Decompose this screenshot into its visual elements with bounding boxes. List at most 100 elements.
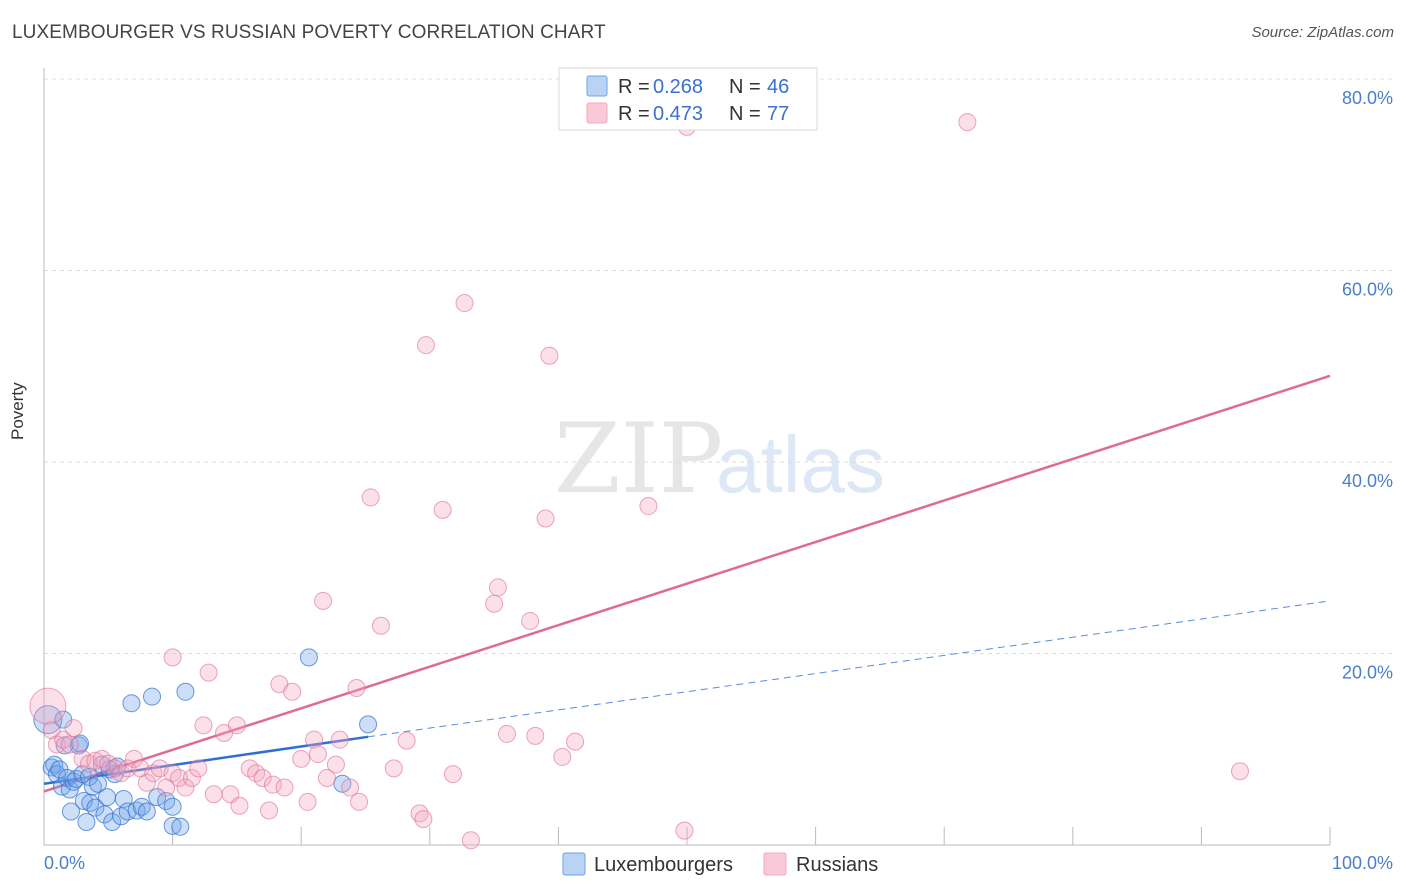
russians-point-64 [488, 578, 507, 597]
russians-point-0 [29, 687, 67, 725]
bottom-legend-label-luxembourgers: Luxembourgers [594, 854, 733, 876]
legend-n-value-2: 77 [767, 103, 789, 125]
x-tick-label-1: 100.0% [1332, 853, 1393, 873]
bottom-legend-label-russians: Russians [796, 854, 878, 876]
legend-r-value-2: 0.473 [653, 103, 703, 125]
luxembourgers-point-41 [163, 816, 182, 835]
zipatlas-watermark: ZIP atlas [554, 403, 885, 515]
y-tick-label-0: 20.0% [1342, 663, 1393, 683]
legend-r-value-1: 0.268 [653, 76, 703, 98]
bottom-legend-swatch-russians [763, 852, 787, 876]
russians-point-1 [42, 721, 61, 740]
russians-point-68 [536, 509, 555, 528]
russians-point-13 [118, 759, 137, 778]
watermark-zip: ZIP [554, 403, 723, 515]
russians-point-25 [189, 759, 208, 778]
russians-point-35 [253, 768, 272, 787]
luxembourgers-point-37 [143, 687, 162, 706]
legend-n-label-2: N = [729, 103, 761, 125]
legend-swatch-russians [586, 102, 608, 124]
russians-point-51 [350, 792, 369, 811]
x-tick-label-0: 0.0% [44, 853, 85, 873]
russians-point-4 [60, 735, 79, 754]
legend: R = 0.268 N = 46 R = 0.473 N = 77 [558, 67, 818, 131]
luxembourgers-point-40 [163, 797, 182, 816]
y-tick-label-2: 60.0% [1342, 280, 1393, 300]
russians-point-75 [958, 113, 977, 132]
legend-r-label-1: R = [618, 76, 650, 98]
luxembourgers-point-38 [148, 788, 167, 807]
grid-lines [44, 78, 1392, 654]
russians-point-73 [675, 821, 694, 840]
russians-point-43 [305, 730, 324, 749]
russians-point-47 [326, 755, 345, 774]
bottom-legend: Luxembourgers Russians [562, 852, 878, 876]
russians-point-53 [371, 616, 390, 635]
luxembourgers-point-7 [55, 736, 74, 755]
luxembourgers-point-10 [62, 802, 81, 821]
legend-r-label-2: R = [618, 103, 650, 125]
luxembourgers-point-20 [83, 777, 102, 796]
russians-point-65 [497, 724, 516, 743]
luxembourgers-point-44 [299, 648, 318, 667]
luxembourgers-point-46 [359, 715, 378, 734]
bottom-legend-swatch-luxembourgers [562, 852, 586, 876]
russians-point-67 [526, 726, 545, 745]
luxembourgers-point-43 [176, 682, 195, 701]
luxembourgers-point-35 [132, 797, 151, 816]
russians-point-41 [292, 749, 311, 768]
y-tick-labels: 20.0% 40.0% 60.0% 80.0% [1342, 88, 1393, 683]
russians-point-45 [314, 591, 333, 610]
russians-point-55 [397, 731, 416, 750]
russians-point-36 [260, 801, 279, 820]
russians-point-54 [384, 759, 403, 778]
russians-point-27 [199, 663, 218, 682]
luxembourgers-point-0 [33, 705, 63, 735]
legend-swatch-luxembourgers [586, 75, 608, 97]
chart-title: LUXEMBOURGER VS RUSSIAN POVERTY CORRELAT… [12, 22, 606, 43]
russians-point-24 [182, 768, 201, 787]
luxembourgers-point-21 [86, 798, 105, 817]
russians-point-61 [455, 294, 474, 313]
russians-point-42 [298, 792, 317, 811]
russians-point-32 [230, 796, 249, 815]
legend-n-value-1: 46 [767, 76, 789, 98]
legend-n-label-1: N = [729, 76, 761, 98]
x-tick-labels: 0.0% 100.0% [44, 853, 1393, 873]
russians-point-31 [227, 716, 246, 735]
luxembourgers-point-27 [103, 813, 122, 832]
chart-source: Source: ZipAtlas.com [1251, 24, 1394, 41]
axes [43, 68, 1331, 846]
russians-point-60 [443, 765, 462, 784]
luxembourgers-point-16 [74, 791, 93, 810]
russians-point-46 [317, 768, 336, 787]
russians-point-72 [639, 497, 658, 516]
luxembourgers-point-14 [71, 734, 90, 753]
trend-lines [43, 374, 1331, 793]
russians-point-71 [566, 732, 585, 751]
russians-point-22 [163, 648, 182, 667]
russians-point-70 [553, 747, 572, 766]
russians-point-40 [283, 682, 302, 701]
russians-point-14 [125, 749, 144, 768]
y-tick-label-1: 40.0% [1342, 471, 1393, 491]
luxembourgers-point-36 [137, 802, 156, 821]
y-tick-label-3: 80.0% [1342, 88, 1393, 108]
russians-point-66 [521, 611, 540, 630]
luxembourgers-point-22 [89, 774, 108, 793]
russians-point-49 [341, 778, 360, 797]
luxembourgers-point-25 [98, 788, 117, 807]
russians-point-23 [176, 778, 195, 797]
luxembourgers-point-32 [118, 802, 137, 821]
luxembourgers-point-18 [80, 768, 99, 787]
russians-point-52 [361, 488, 380, 507]
russians-point-37 [263, 775, 282, 794]
luxembourgers-point-42 [171, 817, 190, 836]
russians-point-16 [137, 773, 156, 792]
watermark-atlas: atlas [716, 420, 885, 509]
russians-point-44 [308, 745, 327, 764]
russians-point-28 [204, 785, 223, 804]
russians-point-69 [540, 346, 559, 365]
russians-points [29, 113, 1249, 850]
